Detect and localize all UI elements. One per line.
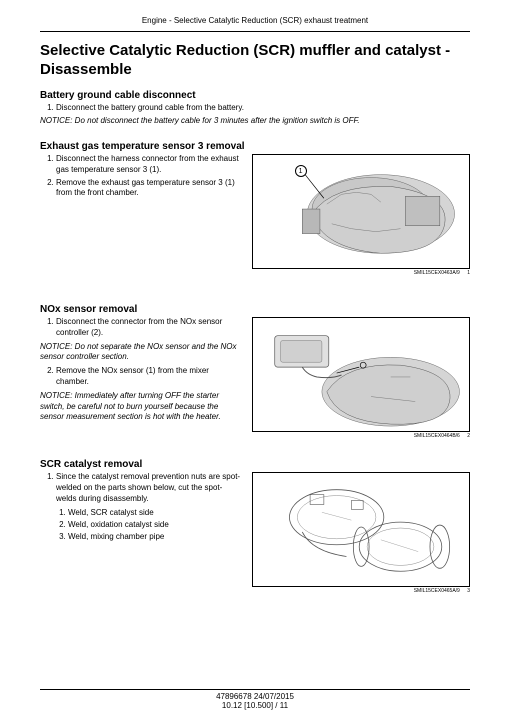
scr-figure <box>252 472 470 587</box>
exhaust-caption: SMIL15CEX0463A/9 1 <box>252 270 470 276</box>
section-battery: Battery ground cable disconnect Disconne… <box>40 90 470 128</box>
nox-notice-2: NOTICE: Immediately after turning OFF th… <box>40 391 242 423</box>
page-footer: 47896678 24/07/2015 10.12 [10.500] / 11 <box>0 689 510 710</box>
exhaust-steps: Disconnect the harness connector from th… <box>40 154 242 199</box>
header-rule <box>40 31 470 32</box>
scr-caption: SMIL15CEX0465A/9 3 <box>252 588 470 594</box>
nox-title: NOx sensor removal <box>40 304 470 315</box>
page-header: Engine - Selective Catalytic Reduction (… <box>40 16 470 25</box>
scr-title: SCR catalyst removal <box>40 459 470 470</box>
nox-step-1: Disconnect the connector from the NOx se… <box>56 317 242 339</box>
battery-steps: Disconnect the battery ground cable from… <box>40 103 470 114</box>
nox-steps-2: Remove the NOx sensor (1) from the mixer… <box>40 366 242 388</box>
scr-caption-num: 3 <box>467 588 470 594</box>
battery-step-1: Disconnect the battery ground cable from… <box>56 103 470 114</box>
nox-caption-text: SMIL15CEX0464B/6 <box>414 433 460 439</box>
exhaust-caption-num: 1 <box>467 270 470 276</box>
exhaust-figure: 1 <box>252 154 470 269</box>
section-exhaust: Exhaust gas temperature sensor 3 removal… <box>40 141 470 276</box>
scr-caption-text: SMIL15CEX0465A/9 <box>414 588 460 594</box>
exhaust-caption-text: SMIL15CEX0463A/9 <box>414 270 460 276</box>
callout-1: 1 <box>295 165 307 177</box>
battery-title: Battery ground cable disconnect <box>40 90 470 101</box>
nox-figure <box>252 317 470 432</box>
exhaust-title: Exhaust gas temperature sensor 3 removal <box>40 141 470 152</box>
scr-sub-2: Weld, oxidation catalyst side <box>68 519 242 531</box>
nox-notice-1: NOTICE: Do not separate the NOx sensor a… <box>40 342 242 364</box>
nox-step-2: Remove the NOx sensor (1) from the mixer… <box>56 366 242 388</box>
footer-rule <box>40 689 470 690</box>
scr-sub-3: Weld, mixing chamber pipe <box>68 531 242 543</box>
footer-ref: 47896678 24/07/2015 <box>0 692 510 701</box>
section-nox: NOx sensor removal Disconnect the connec… <box>40 304 470 439</box>
nox-steps-1: Disconnect the connector from the NOx se… <box>40 317 242 339</box>
exhaust-step-2: Remove the exhaust gas temperature senso… <box>56 178 242 200</box>
scr-substeps: Weld, SCR catalyst side Weld, oxidation … <box>40 507 242 543</box>
battery-notice: NOTICE: Do not disconnect the battery ca… <box>40 116 470 127</box>
scr-intro-list: Since the catalyst removal prevention nu… <box>40 472 242 504</box>
scr-sub-1: Weld, SCR catalyst side <box>68 507 242 519</box>
footer-page: 10.12 [10.500] / 11 <box>0 701 510 710</box>
scr-intro: Since the catalyst removal prevention nu… <box>56 472 242 504</box>
section-scr: SCR catalyst removal Since the catalyst … <box>40 459 470 594</box>
exhaust-step-1: Disconnect the harness connector from th… <box>56 154 242 176</box>
nox-caption-num: 2 <box>467 433 470 439</box>
main-title: Selective Catalytic Reduction (SCR) muff… <box>40 42 470 80</box>
nox-caption: SMIL15CEX0464B/6 2 <box>252 433 470 439</box>
